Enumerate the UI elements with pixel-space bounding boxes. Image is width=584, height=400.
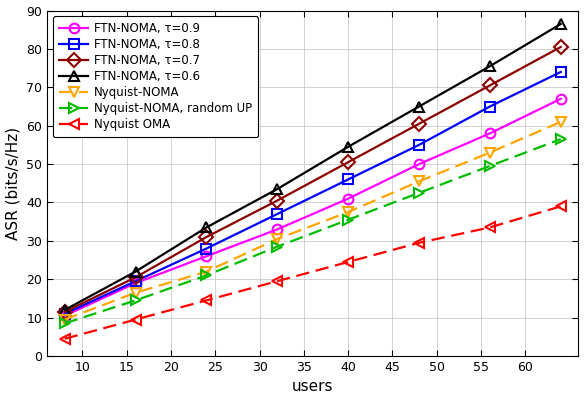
Y-axis label: ASR (bits/s/Hz): ASR (bits/s/Hz)	[6, 127, 20, 240]
Legend: FTN-NOMA, τ=0.9, FTN-NOMA, τ=0.8, FTN-NOMA, τ=0.7, FTN-NOMA, τ=0.6, Nyquist-NOMA: FTN-NOMA, τ=0.9, FTN-NOMA, τ=0.8, FTN-NO…	[53, 16, 258, 137]
X-axis label: users: users	[292, 380, 333, 394]
